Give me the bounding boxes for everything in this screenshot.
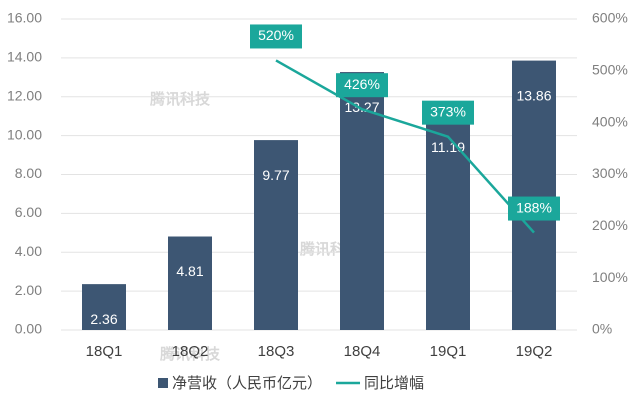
label-box [336, 73, 388, 98]
data-label: 9.77 [262, 167, 289, 183]
y-tick-label: 16.00 [7, 10, 42, 26]
data-label: 2.36 [90, 311, 117, 327]
data-label: 4.81 [176, 263, 203, 279]
y2-tick-label: 0% [592, 321, 612, 337]
data-label: 13.86 [516, 87, 551, 103]
data-label: 373% [430, 103, 466, 119]
y-tick-label: 14.00 [7, 49, 42, 65]
x-tick-label: 18Q3 [258, 343, 295, 360]
legend-swatch [158, 378, 168, 388]
y-tick-label: 0.00 [15, 321, 42, 337]
data-label: 188% [516, 199, 552, 215]
y2-tick-label: 300% [592, 165, 628, 181]
label-box [508, 196, 560, 221]
y2-tick-label: 100% [592, 269, 628, 285]
y2-tick-label: 600% [592, 10, 628, 26]
x-tick-label: 18Q4 [344, 343, 381, 360]
watermark: 腾讯科技 [159, 345, 221, 363]
bar [426, 112, 470, 330]
legend-label: 同比增幅 [364, 375, 424, 392]
x-tick-label: 19Q2 [516, 343, 553, 360]
y2-tick-label: 200% [592, 217, 628, 233]
data-label: 426% [344, 76, 380, 92]
y-tick-label: 10.00 [7, 126, 42, 142]
x-tick-label: 18Q2 [172, 343, 209, 360]
y-tick-label: 8.00 [15, 165, 42, 181]
watermark: 腾讯科技 [149, 90, 211, 108]
bar [512, 60, 556, 330]
bar [168, 236, 212, 330]
legend-label: 净营收（人民币亿元） [172, 375, 322, 392]
y-tick-label: 2.00 [15, 282, 42, 298]
data-label: 11.19 [431, 139, 465, 155]
label-box [250, 24, 302, 49]
y-tick-label: 4.00 [15, 243, 42, 259]
data-label: 520% [258, 27, 294, 43]
bar [82, 284, 126, 330]
line [275, 59, 535, 234]
y-tick-label: 12.00 [7, 87, 42, 103]
x-tick-label: 19Q1 [430, 343, 467, 360]
x-tick-label: 18Q1 [86, 343, 123, 360]
label-box [422, 100, 474, 125]
y-tick-label: 6.00 [15, 204, 42, 220]
bar [254, 140, 298, 330]
y2-tick-label: 500% [592, 62, 628, 78]
y2-tick-label: 400% [592, 113, 628, 129]
